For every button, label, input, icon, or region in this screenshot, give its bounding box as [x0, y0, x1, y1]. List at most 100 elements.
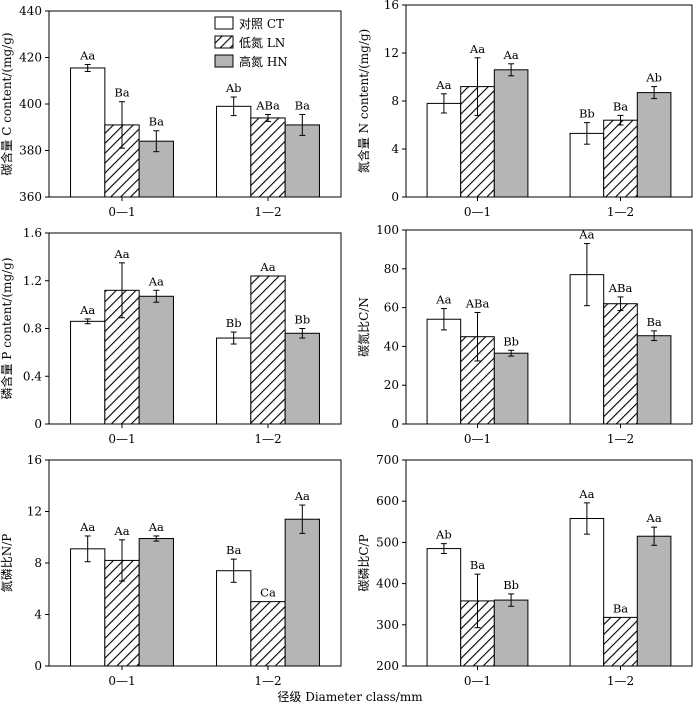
y-tick-label: 0	[34, 417, 42, 431]
bar-1-1	[426, 548, 462, 667]
chart-panel-3: 0 0.4 0.8 1.2 1.6 磷含量 P content/(mg/g) 0—1 Aa Aa…	[0, 226, 342, 446]
significance-label: Aa	[79, 520, 95, 534]
significance-label: Aa	[113, 524, 129, 538]
bar-3-1	[138, 295, 174, 425]
significance-label: Ba	[295, 98, 310, 112]
y-axis-label: 氮磷比N/P	[0, 534, 14, 593]
significance-label: ABa	[465, 296, 490, 310]
significance-label: Ba	[149, 115, 164, 129]
y-tick-label: 1.2	[23, 274, 42, 288]
bar-1-1	[70, 67, 106, 198]
plot-frame	[405, 459, 693, 667]
y-tick-label: 40	[384, 339, 399, 353]
y-tick-label: 0.4	[23, 369, 42, 383]
significance-label: Aa	[578, 487, 594, 501]
significance-label: ABa	[255, 98, 280, 112]
bar-1-1	[426, 102, 462, 198]
significance-label: Ba	[613, 99, 628, 113]
significance-label: Ba	[470, 558, 485, 572]
y-tick-label: 8	[34, 556, 42, 570]
bar-1-2	[216, 105, 252, 198]
chart-panel-5: 0 4 8 12 16 氮磷比N/P 0—1 Aa Aa Aa 1—2 Ba Ca Aa	[0, 453, 342, 688]
x-tick-label: 0—1	[464, 432, 491, 446]
y-tick-label: 360	[19, 190, 42, 204]
significance-label: Ba	[226, 543, 241, 557]
significance-label: Ab	[645, 71, 662, 85]
y-tick-label: 20	[384, 378, 399, 392]
y-tick-label: 0	[391, 190, 399, 204]
y-axis-label: 碳含量 C content/(mg/g)	[0, 32, 14, 175]
figure-xlabel: 径级 Diameter class/mm	[277, 690, 423, 704]
x-tick-label: 0—1	[464, 674, 491, 688]
bar-3-1	[138, 538, 174, 667]
significance-label: Aa	[259, 260, 275, 274]
bar-2-2	[250, 117, 286, 198]
significance-label: Aa	[503, 48, 519, 62]
x-tick-label: 0—1	[108, 432, 135, 446]
significance-label: Ab	[225, 81, 242, 95]
significance-label: Aa	[148, 274, 164, 288]
y-tick-label: 380	[19, 144, 42, 158]
y-tick-label: 600	[376, 494, 399, 508]
x-tick-label: 1—2	[254, 205, 281, 219]
y-axis-label: 氮含量 N content/(mg/g)	[356, 29, 371, 173]
bar-3-1	[493, 599, 529, 667]
y-tick-label: 4	[34, 608, 42, 622]
y-tick-label: 400	[19, 97, 42, 111]
bar-1-2	[216, 337, 252, 425]
y-tick-label: 420	[19, 51, 42, 65]
y-tick-label: 700	[376, 453, 399, 467]
significance-label: Bb	[503, 334, 519, 348]
y-tick-label: 300	[376, 618, 399, 632]
bar-1-1	[70, 320, 106, 425]
bar-3-1	[493, 69, 529, 198]
legend: 对照 CT 低氮 LN 高氮 HN	[214, 16, 288, 69]
significance-label: Ba	[114, 86, 129, 100]
chart-panel-4: 0 20 40 60 80 100 碳氮比C/N 0—1 Aa ABa Bb 1—2 Aa ABa Ba	[356, 223, 693, 446]
bar-2-2	[603, 303, 638, 425]
y-tick-label: 16	[384, 0, 399, 12]
significance-label: Aa	[79, 48, 95, 62]
significance-label: Aa	[646, 511, 662, 525]
x-tick-label: 1—2	[254, 674, 281, 688]
bar-1-2	[216, 570, 252, 667]
y-axis-label: 碳氮比C/N	[356, 297, 371, 357]
chart-panel-2: 0 4 8 12 16 氮含量 N content/(mg/g) 0—1 Aa Aa Aa 1—2 B…	[356, 0, 693, 219]
significance-label: Bb	[579, 107, 595, 121]
y-axis-label: 磷含量 P content/(mg/g)	[0, 257, 14, 399]
significance-label: Bb	[294, 313, 310, 327]
significance-label: Aa	[79, 303, 95, 317]
y-axis-label: 碳磷比C/P	[356, 534, 371, 591]
legend-swatch-2	[214, 35, 234, 49]
x-tick-label: 1—2	[607, 205, 634, 219]
significance-label: Bb	[503, 578, 519, 592]
significance-label: ABa	[608, 281, 633, 295]
legend-swatch-1	[214, 16, 234, 30]
significance-label: Aa	[113, 247, 129, 261]
significance-label: Ab	[435, 528, 452, 542]
significance-label: Aa	[148, 520, 164, 534]
y-tick-label: 0	[34, 659, 42, 673]
bar-1-2	[569, 518, 605, 667]
bar-1-1	[426, 318, 462, 425]
x-tick-label: 0—1	[464, 205, 491, 219]
bar-2-2	[603, 119, 638, 198]
bar-2-2	[250, 601, 286, 667]
bar-2-2	[603, 616, 638, 667]
legend-label-1: 对照 CT	[239, 17, 284, 31]
y-tick-label: 200	[376, 659, 399, 673]
y-tick-label: 60	[384, 301, 399, 315]
legend-label-3: 高氮 HN	[239, 54, 288, 69]
y-tick-label: 16	[27, 453, 42, 467]
x-tick-label: 0—1	[108, 674, 135, 688]
bar-3-2	[284, 518, 320, 667]
chart-panel-1: 360 380 400 420 440 碳含量 C content/(mg/g) 0—1 Aa…	[0, 4, 342, 219]
legend-label-2: 低氮 LN	[239, 35, 285, 50]
plot-frame	[405, 229, 693, 425]
bar-1-1	[70, 548, 106, 667]
x-tick-label: 1—2	[607, 674, 634, 688]
y-tick-label: 100	[376, 223, 399, 237]
significance-label: Ba	[613, 601, 628, 615]
x-tick-label: 1—2	[254, 432, 281, 446]
